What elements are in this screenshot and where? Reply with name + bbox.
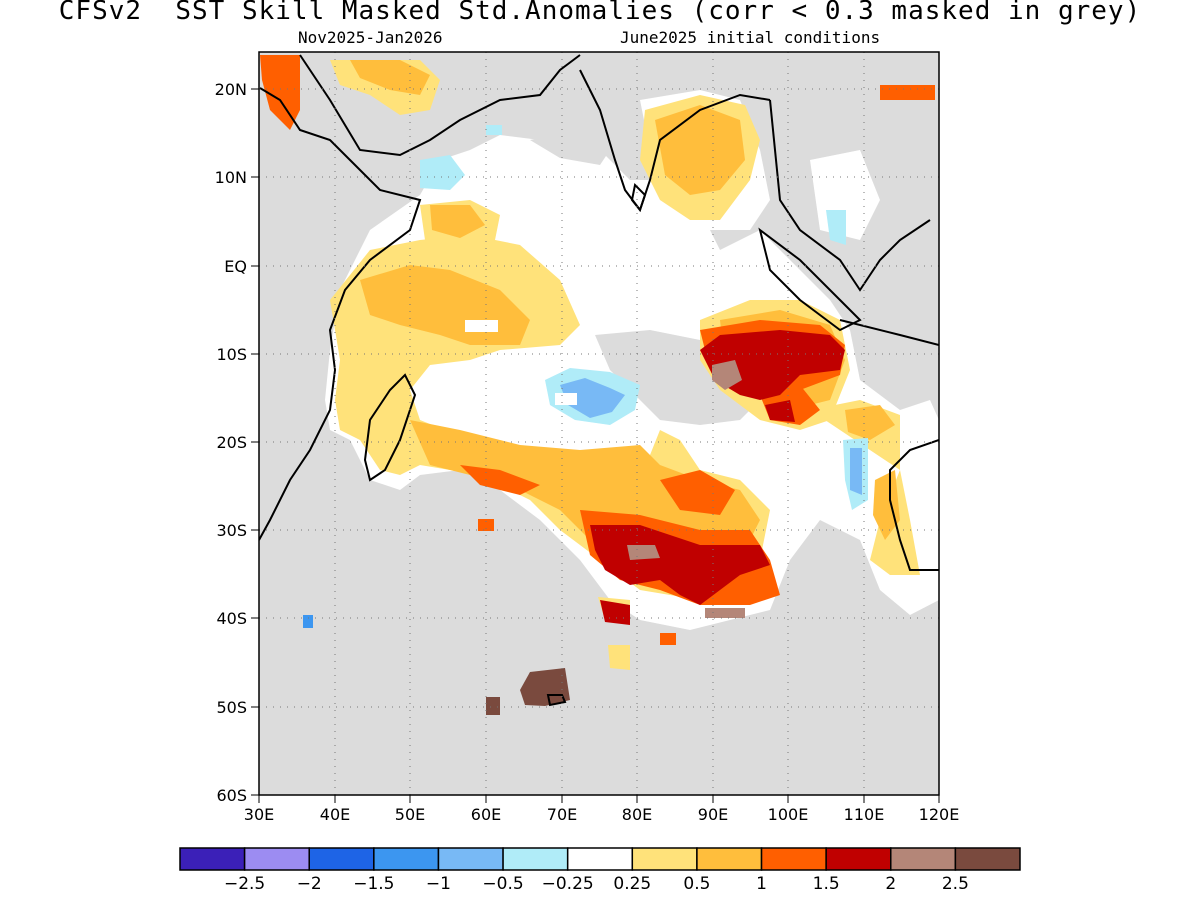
- anomaly-neg-1-region: [303, 615, 313, 628]
- colorbar-label: 2: [885, 874, 896, 894]
- anomaly-neg-0-25-region: [486, 125, 502, 135]
- anomaly-1-region: [260, 55, 300, 130]
- y-tick-label: 20S: [216, 433, 247, 452]
- colorbar-label: 1.5: [813, 874, 840, 894]
- anomaly-1-region: [660, 633, 676, 645]
- x-axis-labels: 30E 40E 50E 60E 70E 80E 90E 100E 110E 12…: [244, 805, 960, 824]
- anomaly-neg-0-5-region: [850, 448, 862, 495]
- colorbar-label: −1: [426, 874, 451, 894]
- sumatra-coastline: [758, 227, 862, 332]
- y-tick-label: 50S: [216, 698, 247, 717]
- colorbar-label: −0.5: [482, 874, 523, 894]
- neutral-patch: [555, 393, 577, 405]
- colorbar-label: 0.5: [683, 874, 710, 894]
- colorbar-label: −2.5: [224, 874, 265, 894]
- anomaly-0-5-region: [873, 470, 900, 540]
- neutral-patch: [465, 320, 498, 332]
- colorbar-swatch: [954, 847, 1021, 871]
- kerguelen-coastline: [546, 694, 567, 707]
- colorbar-labels: −2.5 −2 −1.5 −1 −0.5 −0.25 0.25 0.5 1 1.5 2 2.5: [224, 874, 969, 894]
- colorbar: [179, 847, 1021, 871]
- x-tick-label: 30E: [244, 805, 274, 824]
- anomaly-0-5-region: [430, 205, 485, 238]
- anomaly-1-region: [880, 85, 935, 100]
- anomaly-2-region: [627, 545, 660, 560]
- map-plot-area: [259, 52, 939, 795]
- colorbar-label: −2: [297, 874, 322, 894]
- anomaly-2-5-region: [520, 668, 570, 706]
- x-tick-label: 90E: [698, 805, 728, 824]
- java-coastline: [839, 319, 939, 346]
- sri-lanka-coastline: [630, 182, 647, 213]
- x-tick-label: 110E: [844, 805, 885, 824]
- plot-frame: [258, 51, 940, 796]
- anomaly-1-5-region: [600, 600, 630, 625]
- colorbar-label: 2.5: [942, 874, 969, 894]
- y-axis-labels: 20N 10N EQ 10S 20S 30S 40S 50S 60S: [215, 80, 247, 805]
- colorbar-swatch: [825, 847, 892, 871]
- y-tick-label: 10N: [215, 168, 247, 187]
- colorbar-swatch: [566, 847, 634, 871]
- x-tick-label: 100E: [768, 805, 809, 824]
- anomaly-neg-0-25-region: [420, 155, 465, 190]
- y-tick-label: 40S: [216, 609, 247, 628]
- australia-coastline: [889, 439, 939, 571]
- africa-coastline: [259, 87, 422, 541]
- indochina-coastline: [769, 99, 931, 292]
- colorbar-swatch: [243, 847, 310, 871]
- anomaly-0-5-region: [845, 405, 895, 440]
- colorbar-swatch: [502, 847, 569, 871]
- colorbar-swatch: [179, 847, 246, 871]
- y-tick-label: EQ: [224, 257, 247, 276]
- colorbar-swatch: [631, 847, 698, 871]
- anomaly-2-region: [705, 608, 745, 618]
- arabia-coastline: [299, 54, 581, 157]
- y-tick-label: 20N: [215, 80, 247, 99]
- anomaly-1-region: [660, 470, 735, 515]
- x-tick-label: 50E: [395, 805, 425, 824]
- tick-marks: [251, 88, 940, 803]
- anomaly-1-region: [478, 519, 494, 531]
- y-tick-label: 60S: [216, 786, 247, 805]
- colorbar-label: −0.25: [542, 874, 594, 894]
- anomaly-0-5-region: [350, 60, 430, 95]
- gridlines: [259, 52, 939, 795]
- x-tick-label: 70E: [547, 805, 577, 824]
- colorbar-label: 1: [756, 874, 767, 894]
- colorbar-swatch: [760, 847, 827, 871]
- x-tick-label: 60E: [471, 805, 501, 824]
- colorbar-swatch: [890, 847, 957, 871]
- colorbar-label: −1.5: [353, 874, 394, 894]
- x-tick-label: 120E: [919, 805, 960, 824]
- anomaly-neg-0-5-region: [560, 378, 625, 418]
- x-tick-label: 80E: [622, 805, 652, 824]
- y-tick-label: 10S: [216, 345, 247, 364]
- anomaly-0-25-region: [810, 400, 920, 575]
- anomaly-0-25-region: [608, 645, 630, 670]
- anomaly-2-5-region: [486, 697, 500, 715]
- colorbar-label: 0.25: [613, 874, 651, 894]
- initial-conditions: June2025 initial conditions: [620, 28, 881, 47]
- masked-region: [530, 130, 610, 165]
- x-tick-label: 40E: [320, 805, 350, 824]
- colorbar-swatch: [308, 847, 375, 871]
- colorbar-swatch: [437, 847, 504, 871]
- chart-title: CFSv2 SST Skill Masked Std.Anomalies (co…: [58, 0, 1142, 26]
- y-tick-label: 30S: [216, 521, 247, 540]
- colorbar-swatch: [373, 847, 440, 871]
- anomaly-neg-0-25-region: [826, 210, 846, 245]
- anomaly-1-region: [460, 465, 540, 495]
- forecast-period: Nov2025-Jan2026: [298, 28, 443, 47]
- colorbar-swatch: [696, 847, 763, 871]
- anomaly-2-region: [712, 360, 742, 390]
